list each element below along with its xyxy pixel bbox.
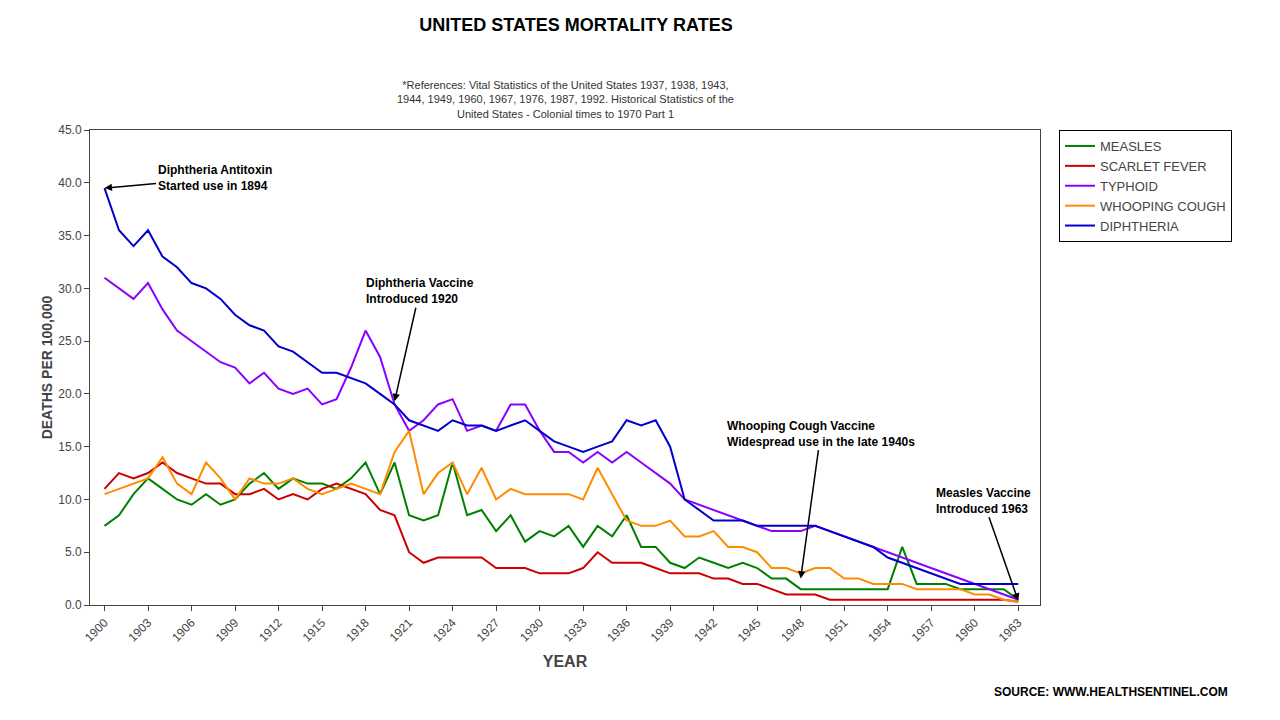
svg-text:*References: Vital Statistics: *References: Vital Statistics of the Uni… — [397, 79, 734, 120]
svg-text:TYPHOID: TYPHOID — [1100, 179, 1158, 194]
svg-text:1936: 1936 — [604, 616, 633, 645]
svg-text:SOURCE: WWW.HEALTHSENTINEL.COM: SOURCE: WWW.HEALTHSENTINEL.COM — [994, 685, 1228, 699]
svg-text:1957: 1957 — [909, 616, 938, 645]
svg-text:5.0: 5.0 — [65, 545, 82, 559]
svg-text:MEASLES: MEASLES — [1100, 139, 1162, 154]
svg-text:1918: 1918 — [343, 616, 372, 645]
svg-text:1930: 1930 — [517, 616, 546, 645]
svg-text:DIPHTHERIA: DIPHTHERIA — [1100, 219, 1179, 234]
svg-text:Measles VaccineIntroduced 1963: Measles VaccineIntroduced 1963 — [936, 486, 1031, 516]
svg-text:20.0: 20.0 — [58, 387, 82, 401]
svg-text:DEATHS PER 100,000: DEATHS PER 100,000 — [39, 295, 55, 439]
svg-text:1915: 1915 — [300, 616, 329, 645]
svg-text:1960: 1960 — [952, 616, 981, 645]
svg-text:1900: 1900 — [82, 616, 111, 645]
svg-text:SCARLET FEVER: SCARLET FEVER — [1100, 159, 1207, 174]
svg-text:45.0: 45.0 — [58, 123, 82, 137]
svg-text:1945: 1945 — [735, 616, 764, 645]
svg-text:1933: 1933 — [561, 616, 590, 645]
svg-text:WHOOPING COUGH: WHOOPING COUGH — [1100, 199, 1226, 214]
svg-text:1909: 1909 — [213, 616, 242, 645]
svg-text:1927: 1927 — [474, 616, 503, 645]
svg-text:40.0: 40.0 — [58, 176, 82, 190]
svg-text:Whooping Cough VaccineWidespre: Whooping Cough VaccineWidespread use in … — [727, 419, 915, 449]
svg-text:1963: 1963 — [996, 616, 1025, 645]
svg-text:1954: 1954 — [865, 616, 894, 645]
svg-text:UNITED STATES MORTALITY RATES: UNITED STATES MORTALITY RATES — [419, 15, 732, 35]
svg-text:1921: 1921 — [387, 616, 416, 645]
svg-text:1939: 1939 — [648, 616, 677, 645]
svg-text:1903: 1903 — [126, 616, 155, 645]
svg-text:1951: 1951 — [822, 616, 851, 645]
svg-text:Diphtheria VaccineIntroduced 1: Diphtheria VaccineIntroduced 1920 — [366, 276, 474, 306]
svg-text:1906: 1906 — [169, 616, 198, 645]
svg-text:35.0: 35.0 — [58, 229, 82, 243]
svg-text:15.0: 15.0 — [58, 440, 82, 454]
svg-text:1924: 1924 — [430, 616, 459, 645]
svg-text:1912: 1912 — [256, 616, 285, 645]
svg-text:30.0: 30.0 — [58, 282, 82, 296]
svg-text:0.0: 0.0 — [65, 598, 82, 612]
svg-text:1948: 1948 — [778, 616, 807, 645]
svg-text:Diphtheria AntitoxinStarted us: Diphtheria AntitoxinStarted use in 1894 — [158, 163, 272, 193]
svg-text:1942: 1942 — [691, 616, 720, 645]
svg-text:YEAR: YEAR — [543, 653, 588, 670]
svg-text:25.0: 25.0 — [58, 334, 82, 348]
svg-text:10.0: 10.0 — [58, 493, 82, 507]
